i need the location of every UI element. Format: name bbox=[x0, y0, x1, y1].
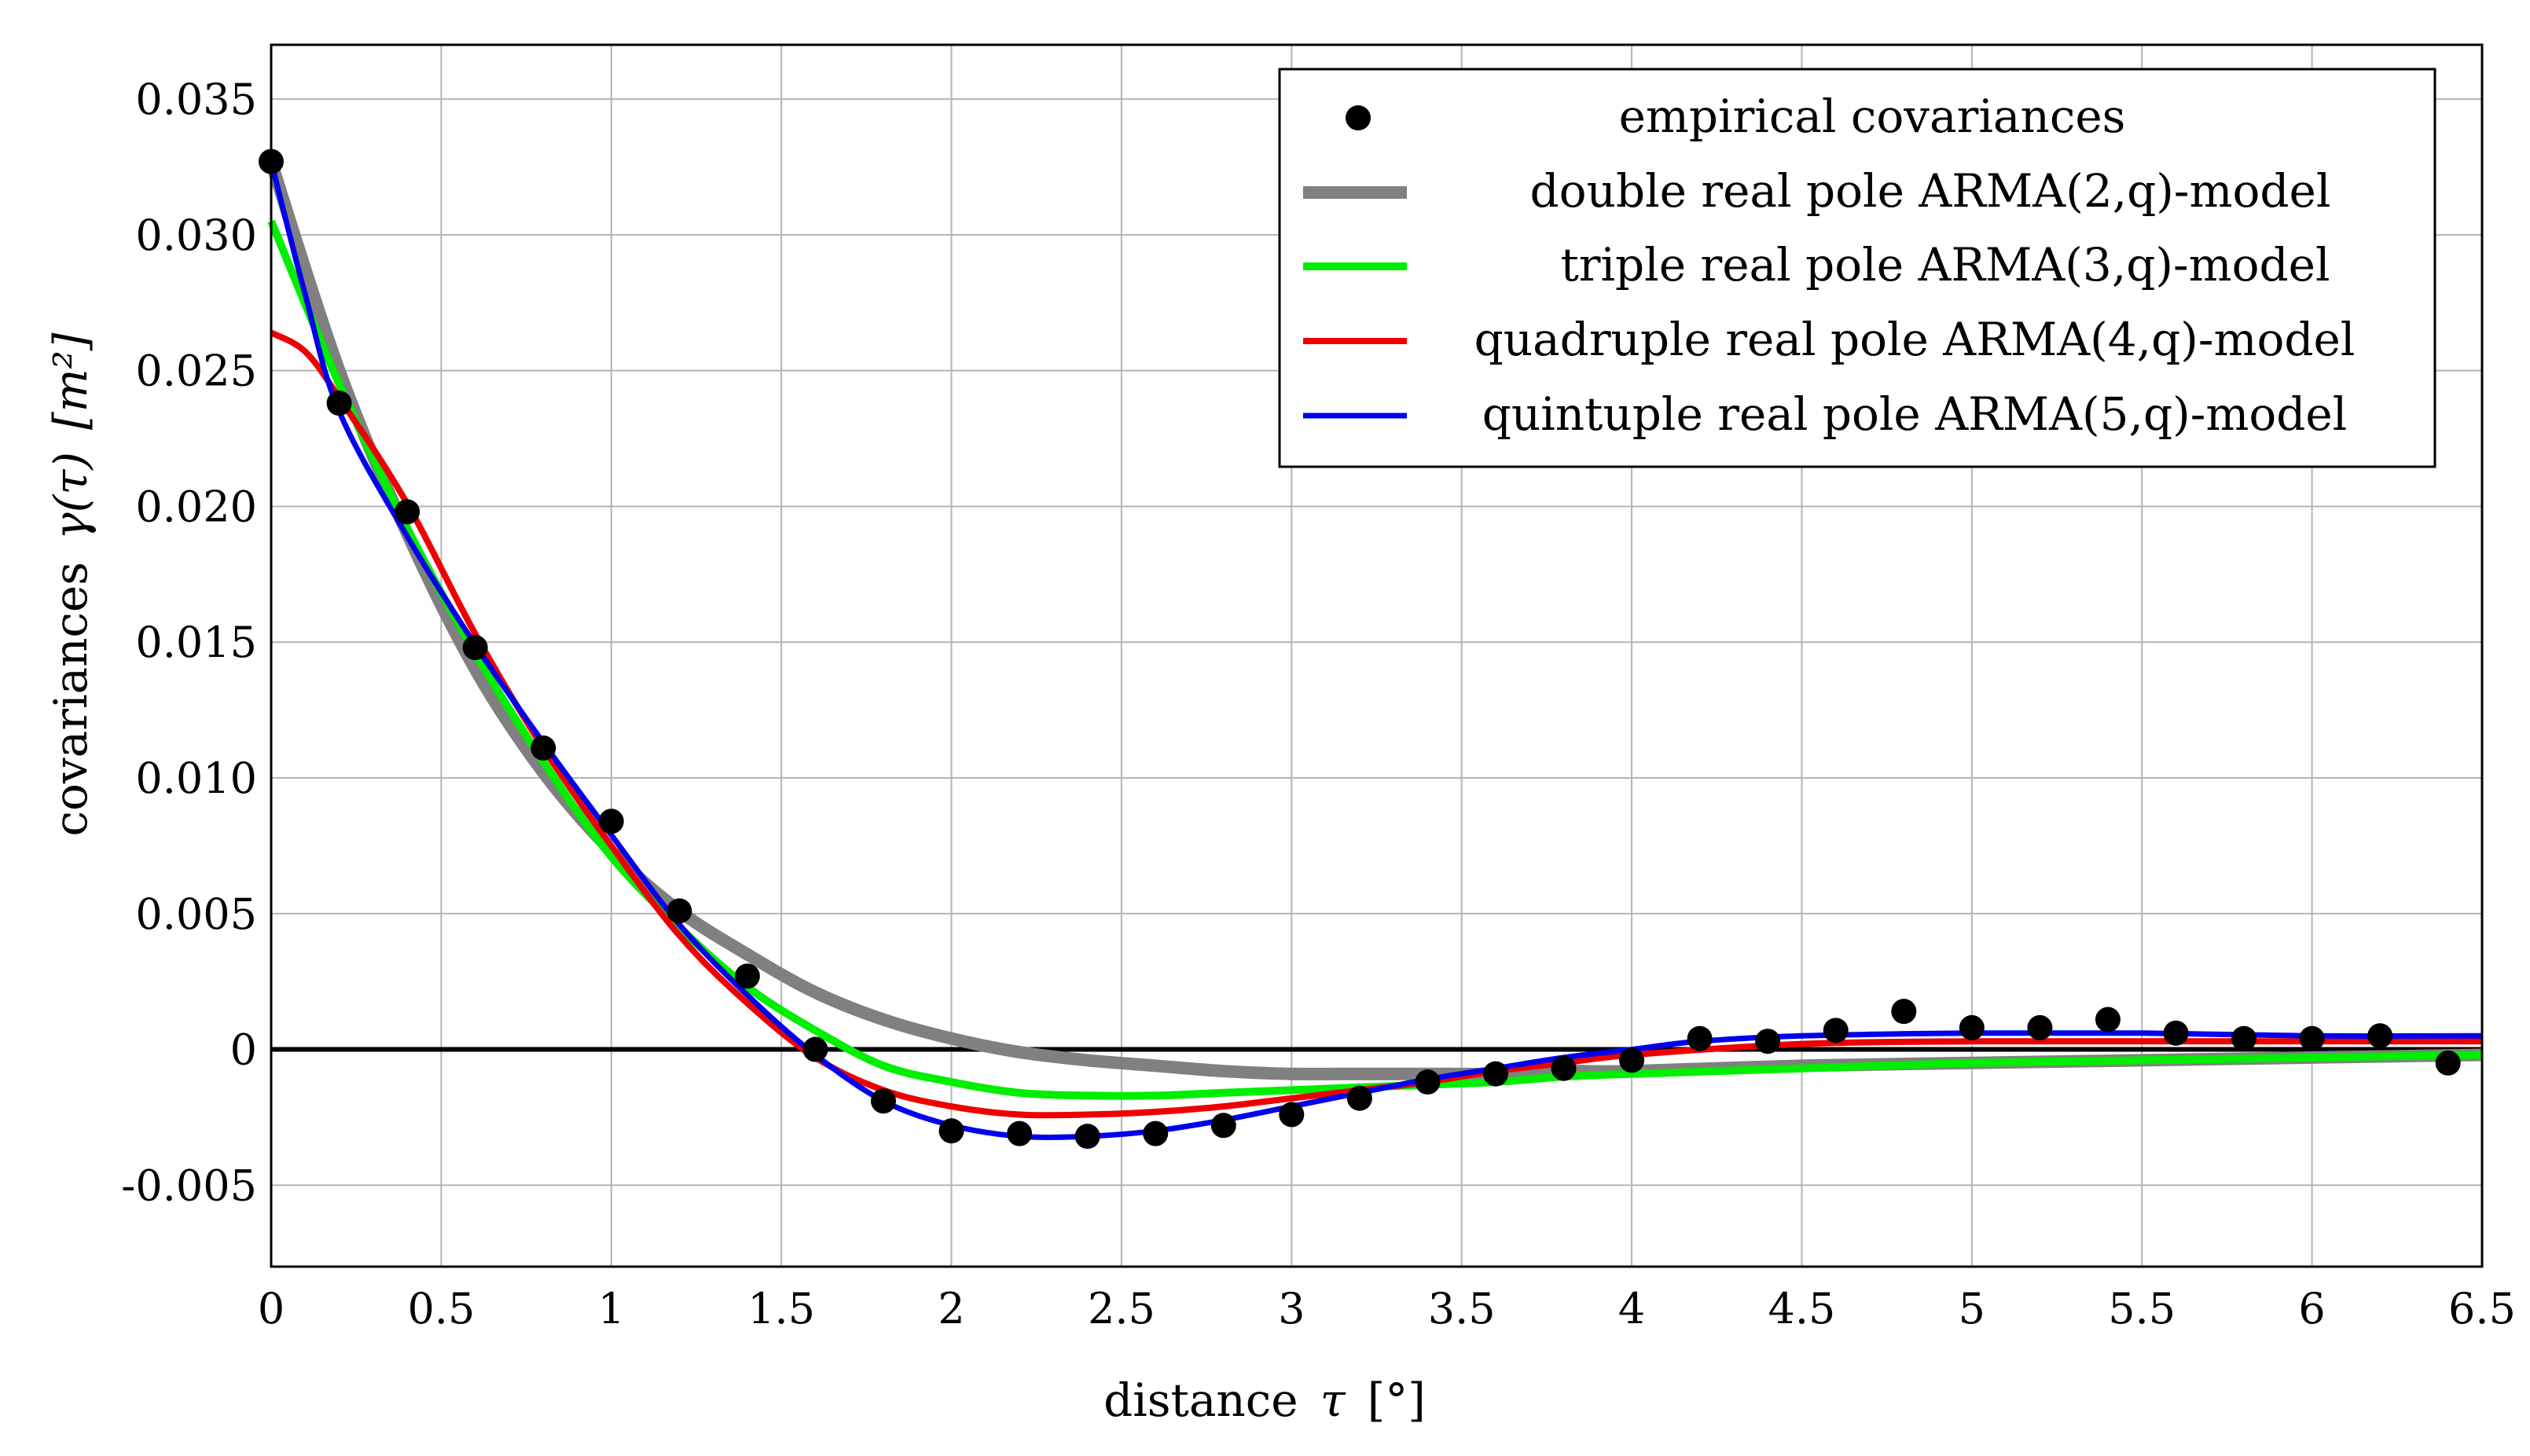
x-tick-label: 2 bbox=[938, 1284, 964, 1333]
data-point bbox=[1279, 1102, 1305, 1128]
x-tick-label: 5 bbox=[1959, 1284, 1985, 1333]
data-point bbox=[1959, 1014, 1985, 1040]
legend-marker-empirical bbox=[1346, 105, 1371, 130]
x-tick-label: 4 bbox=[1618, 1284, 1645, 1333]
data-point bbox=[870, 1088, 896, 1114]
data-point bbox=[1687, 1025, 1713, 1051]
data-point bbox=[1823, 1018, 1849, 1043]
data-point bbox=[1143, 1120, 1169, 1146]
data-point bbox=[598, 809, 624, 834]
y-tick-label: 0.030 bbox=[135, 211, 257, 260]
y-tick-label: 0.025 bbox=[135, 347, 257, 396]
data-point bbox=[1891, 999, 1917, 1025]
data-point bbox=[531, 735, 556, 761]
y-axis-symbol: γ(τ) bbox=[44, 452, 97, 540]
x-axis-label-text: distance bbox=[1103, 1373, 1298, 1427]
x-tick-label: 4.5 bbox=[1768, 1284, 1836, 1333]
x-tick-label: 6 bbox=[2298, 1284, 2325, 1333]
data-point bbox=[2299, 1025, 2325, 1051]
legend-label-arma5: quintuple real pole ARMA(5,q)-model bbox=[1482, 387, 2348, 441]
x-tick-label: 1.5 bbox=[747, 1284, 815, 1333]
data-point bbox=[2027, 1014, 2053, 1040]
x-tick-label: 5.5 bbox=[2108, 1284, 2176, 1333]
y-tick-label: 0.015 bbox=[135, 618, 257, 667]
x-axis-symbol: τ bbox=[1320, 1373, 1346, 1427]
y-tick-label: 0.020 bbox=[135, 482, 257, 531]
x-tick-label: 2.5 bbox=[1088, 1284, 1155, 1333]
y-axis-label: covariances γ(τ) [m²] bbox=[44, 332, 97, 836]
data-point bbox=[2435, 1050, 2461, 1076]
x-tick-label: 6.5 bbox=[2448, 1284, 2516, 1333]
data-point bbox=[938, 1118, 964, 1144]
y-tick-labels: -0.005 0 0.005 0.010 0.015 0.020 0.025 0.030 0.0… bbox=[121, 75, 257, 1210]
data-point bbox=[1346, 1085, 1372, 1111]
legend: empirical covariances double real pole A… bbox=[1278, 68, 2436, 468]
data-point bbox=[2367, 1023, 2393, 1049]
data-point bbox=[2231, 1025, 2257, 1051]
legend-box bbox=[1278, 68, 2436, 468]
x-tick-label: 1 bbox=[598, 1284, 625, 1333]
data-point bbox=[734, 963, 760, 989]
x-axis-label: distance τ [°] bbox=[1103, 1373, 1426, 1427]
y-tick-label: 0 bbox=[230, 1025, 257, 1075]
data-point bbox=[802, 1036, 828, 1062]
y-tick-label: 0.010 bbox=[135, 754, 257, 803]
y-tick-label: 0.035 bbox=[135, 75, 257, 124]
y-tick-label: -0.005 bbox=[121, 1161, 257, 1210]
data-point bbox=[1619, 1047, 1645, 1073]
legend-label-arma3: triple real pole ARMA(3,q)-model bbox=[1560, 238, 2330, 292]
x-tick-labels: 0 0.5 1 1.5 2 2.5 3 3.5 4 4.5 5 5.5 6 6.5 bbox=[258, 1284, 2516, 1333]
data-point bbox=[1210, 1113, 1236, 1139]
data-point bbox=[1007, 1120, 1033, 1146]
data-point bbox=[2163, 1020, 2189, 1046]
data-point bbox=[1551, 1055, 1577, 1081]
data-point bbox=[395, 499, 420, 525]
data-point bbox=[1482, 1061, 1508, 1087]
plot-frame bbox=[270, 43, 2484, 1268]
y-axis-label-text: covariances bbox=[44, 562, 97, 837]
series-line-arma3 bbox=[267, 219, 2483, 1100]
x-axis-unit: [°] bbox=[1368, 1373, 1426, 1427]
x-tick-label: 3.5 bbox=[1428, 1284, 1496, 1333]
legend-label-arma2: double real pole ARMA(2,q)-model bbox=[1530, 164, 2331, 218]
data-point bbox=[326, 391, 352, 416]
scatter-layer bbox=[259, 149, 2461, 1150]
data-point bbox=[1755, 1029, 1781, 1054]
y-axis-unit: [m²] bbox=[44, 332, 97, 430]
data-point bbox=[666, 898, 692, 924]
data-point bbox=[1074, 1124, 1100, 1150]
data-point bbox=[462, 635, 488, 661]
y-tick-label: 0.005 bbox=[135, 889, 257, 939]
legend-label-arma4: quadruple real pole ARMA(4,q)-model bbox=[1474, 313, 2356, 366]
x-tick-label: 0 bbox=[258, 1284, 285, 1333]
data-point bbox=[2095, 1007, 2121, 1032]
data-point bbox=[1415, 1069, 1441, 1095]
x-tick-label: 0.5 bbox=[407, 1284, 475, 1333]
x-tick-label: 3 bbox=[1278, 1284, 1305, 1333]
legend-label-empirical: empirical covariances bbox=[1619, 90, 2126, 143]
